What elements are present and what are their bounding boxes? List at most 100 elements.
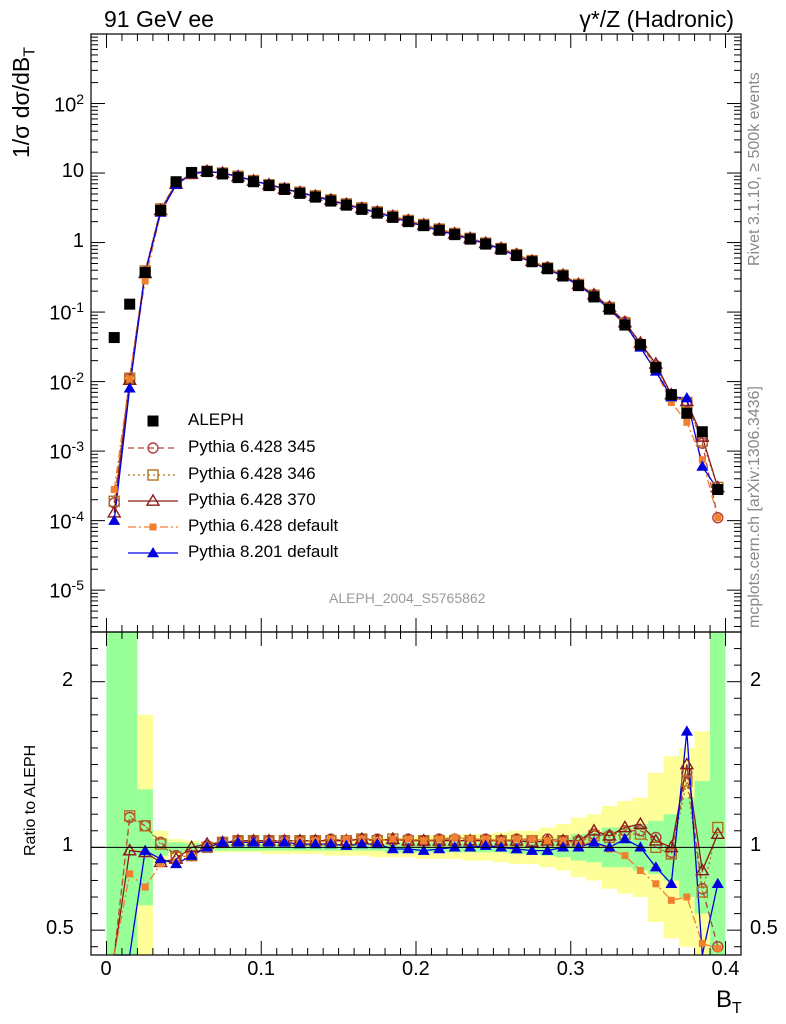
series-pythia-6-428-default-ratio-point	[404, 835, 412, 843]
y-tick-label: 10	[61, 160, 84, 183]
series-pythia-8-201-default-ratio-point	[711, 877, 724, 888]
series-pythia-6-428-default-ratio-point	[667, 896, 675, 904]
legend-label-p6-345: Pythia 6.428 345	[188, 437, 316, 456]
series-pythia-8-201-default-ratio-point	[371, 838, 384, 849]
series-pythia-6-428-370-ratio-point	[679, 757, 695, 770]
aleph-data-point	[650, 361, 662, 373]
series-pythia-6-428-default-ratio-point	[420, 837, 428, 845]
series-pythia-8-201-default-ratio-point	[448, 841, 461, 852]
legend-label-p6-default: Pythia 6.428 default	[188, 516, 339, 535]
legend-marker	[147, 415, 159, 427]
series-pythia-6-428-default-ratio-point	[636, 867, 644, 875]
series-pythia-6-428-default-ratio-point	[451, 833, 459, 841]
ratio-tick-label: 2	[62, 668, 74, 691]
series-pythia-6-428-default-ratio-point	[698, 939, 706, 947]
aleph-data-point	[526, 256, 538, 268]
header-right: γ*/Z (Hadronic)	[579, 6, 734, 32]
series-pythia-6-428-370-ratio-point	[617, 820, 633, 833]
series-pythia-6-428-370-ratio-line	[113, 764, 719, 956]
ratio-band-inner	[106, 632, 122, 955]
series-pythia-8-201-default-ratio-point	[185, 849, 198, 860]
aleph-data-point	[603, 303, 615, 315]
series-pythia-8-201-default-ratio-point	[402, 842, 415, 854]
series-pythia-8-201-default-ratio-point	[680, 725, 693, 736]
series-pythia-6-428-default-ratio-point	[482, 835, 490, 843]
legend-label-aleph: ALEPH	[188, 410, 244, 429]
series-pythia-8-201-default-point	[696, 460, 709, 471]
y-tick-label: 102	[53, 90, 84, 117]
series-pythia-6-428-default-point	[667, 399, 675, 407]
y-tick-exponent: 2	[76, 90, 84, 107]
series-pythia-6-428-346-ratio-point	[681, 775, 693, 787]
series-pythia-6-428-346-ratio-point	[123, 810, 136, 822]
legend-marker	[147, 469, 159, 481]
aleph-data-point	[309, 191, 321, 203]
series-pythia-8-201-default-ratio-point	[433, 842, 446, 854]
series-pythia-6-428-370-ratio-point	[664, 839, 679, 853]
series-pythia-6-428-default-ratio-point	[528, 835, 536, 843]
aleph-data-point	[139, 267, 151, 279]
aleph-data-point	[402, 216, 414, 228]
aleph-data-point	[464, 233, 476, 245]
series-pythia-6-428-default-ratio-point	[544, 837, 552, 845]
legend-label-p6-370: Pythia 6.428 370	[188, 490, 316, 509]
aleph-data-point	[542, 263, 554, 275]
aleph-data-point	[124, 298, 136, 310]
x-axis-title-text: B	[716, 986, 733, 1013]
series-pythia-8-201-default-point	[108, 514, 121, 525]
aleph-data-point	[108, 332, 120, 344]
series-pythia-6-428-default-ratio-point	[389, 835, 397, 843]
mcplots-label: mcplots.cern.ch [arXiv:1306.3436]	[746, 386, 763, 628]
aleph-data-point	[511, 250, 523, 262]
series-pythia-6-428-370-ratio-point	[602, 828, 617, 841]
aleph-data-point	[418, 220, 430, 232]
y-axis-title: 1/σ dσ/dBT	[8, 47, 40, 158]
aleph-data-point	[294, 187, 306, 199]
series-pythia-6-428-default-ratio-point	[683, 893, 691, 901]
aleph-data-point	[248, 176, 259, 188]
series-pythia-8-201-default-ratio-point	[417, 844, 430, 855]
aleph-data-point	[263, 180, 275, 192]
series-pythia-6-428-default-ratio-point	[652, 880, 660, 888]
series-pythia-6-428-346-ratio-point	[139, 820, 151, 832]
x-tick-label: 0	[100, 958, 112, 980]
series-pythia-8-201-default-ratio-point	[278, 836, 291, 847]
aleph-data-point	[232, 172, 244, 184]
aleph-data-point	[696, 426, 708, 438]
x-tick-label: 0.2	[402, 958, 430, 980]
series-pythia-6-428-370-ratio-point	[633, 816, 648, 830]
series-pythia-8-201-default-ratio-point	[526, 844, 539, 855]
aleph-data-point	[170, 176, 182, 188]
series-pythia-8-201-default-ratio-point	[232, 836, 245, 847]
aleph-data-point	[449, 229, 461, 241]
x-tick-label: 0.4	[711, 958, 740, 980]
aleph-data-point	[186, 166, 198, 178]
aleph-data-point	[681, 407, 693, 419]
ratio-panel-frame	[90, 631, 742, 956]
ratio-tick-label: 2	[750, 668, 762, 691]
series-pythia-8-201-default-point	[123, 382, 136, 393]
series-pythia-6-428-default-ratio-point	[126, 870, 134, 878]
series-lines	[113, 170, 719, 956]
y-tick-label: 1	[72, 229, 84, 252]
header-left: 91 GeV ee	[104, 6, 214, 32]
series-pythia-8-201-default-ratio-point	[572, 841, 585, 852]
aleph-data-point	[217, 168, 229, 180]
aleph-data-point	[665, 389, 677, 401]
series-pythia-6-428-370-ratio-point	[586, 823, 602, 836]
aleph-data-point	[325, 195, 337, 207]
aleph-data-point	[588, 291, 600, 303]
aleph-data-point	[356, 203, 368, 215]
aleph-data-point	[634, 339, 646, 351]
x-axis-title-sub: T	[732, 999, 742, 1017]
series-pythia-8-201-default-ratio-point	[603, 841, 616, 852]
series-pythia-8-201-default-ratio-point	[247, 836, 260, 847]
series-pythia-8-201-default-ratio-point	[634, 841, 647, 852]
y-tick-label: 10-5	[49, 577, 84, 603]
series-pythia-6-428-default-ratio-point	[157, 860, 165, 868]
ratio-tick-label: 1	[62, 834, 74, 857]
series-pythia-6-428-default-point	[683, 418, 691, 426]
series-pythia-6-428-default-point	[110, 486, 118, 494]
series-pythia-8-201-default-ratio-point	[201, 841, 214, 852]
series-pythia-6-428-default-ratio-point	[141, 883, 149, 891]
